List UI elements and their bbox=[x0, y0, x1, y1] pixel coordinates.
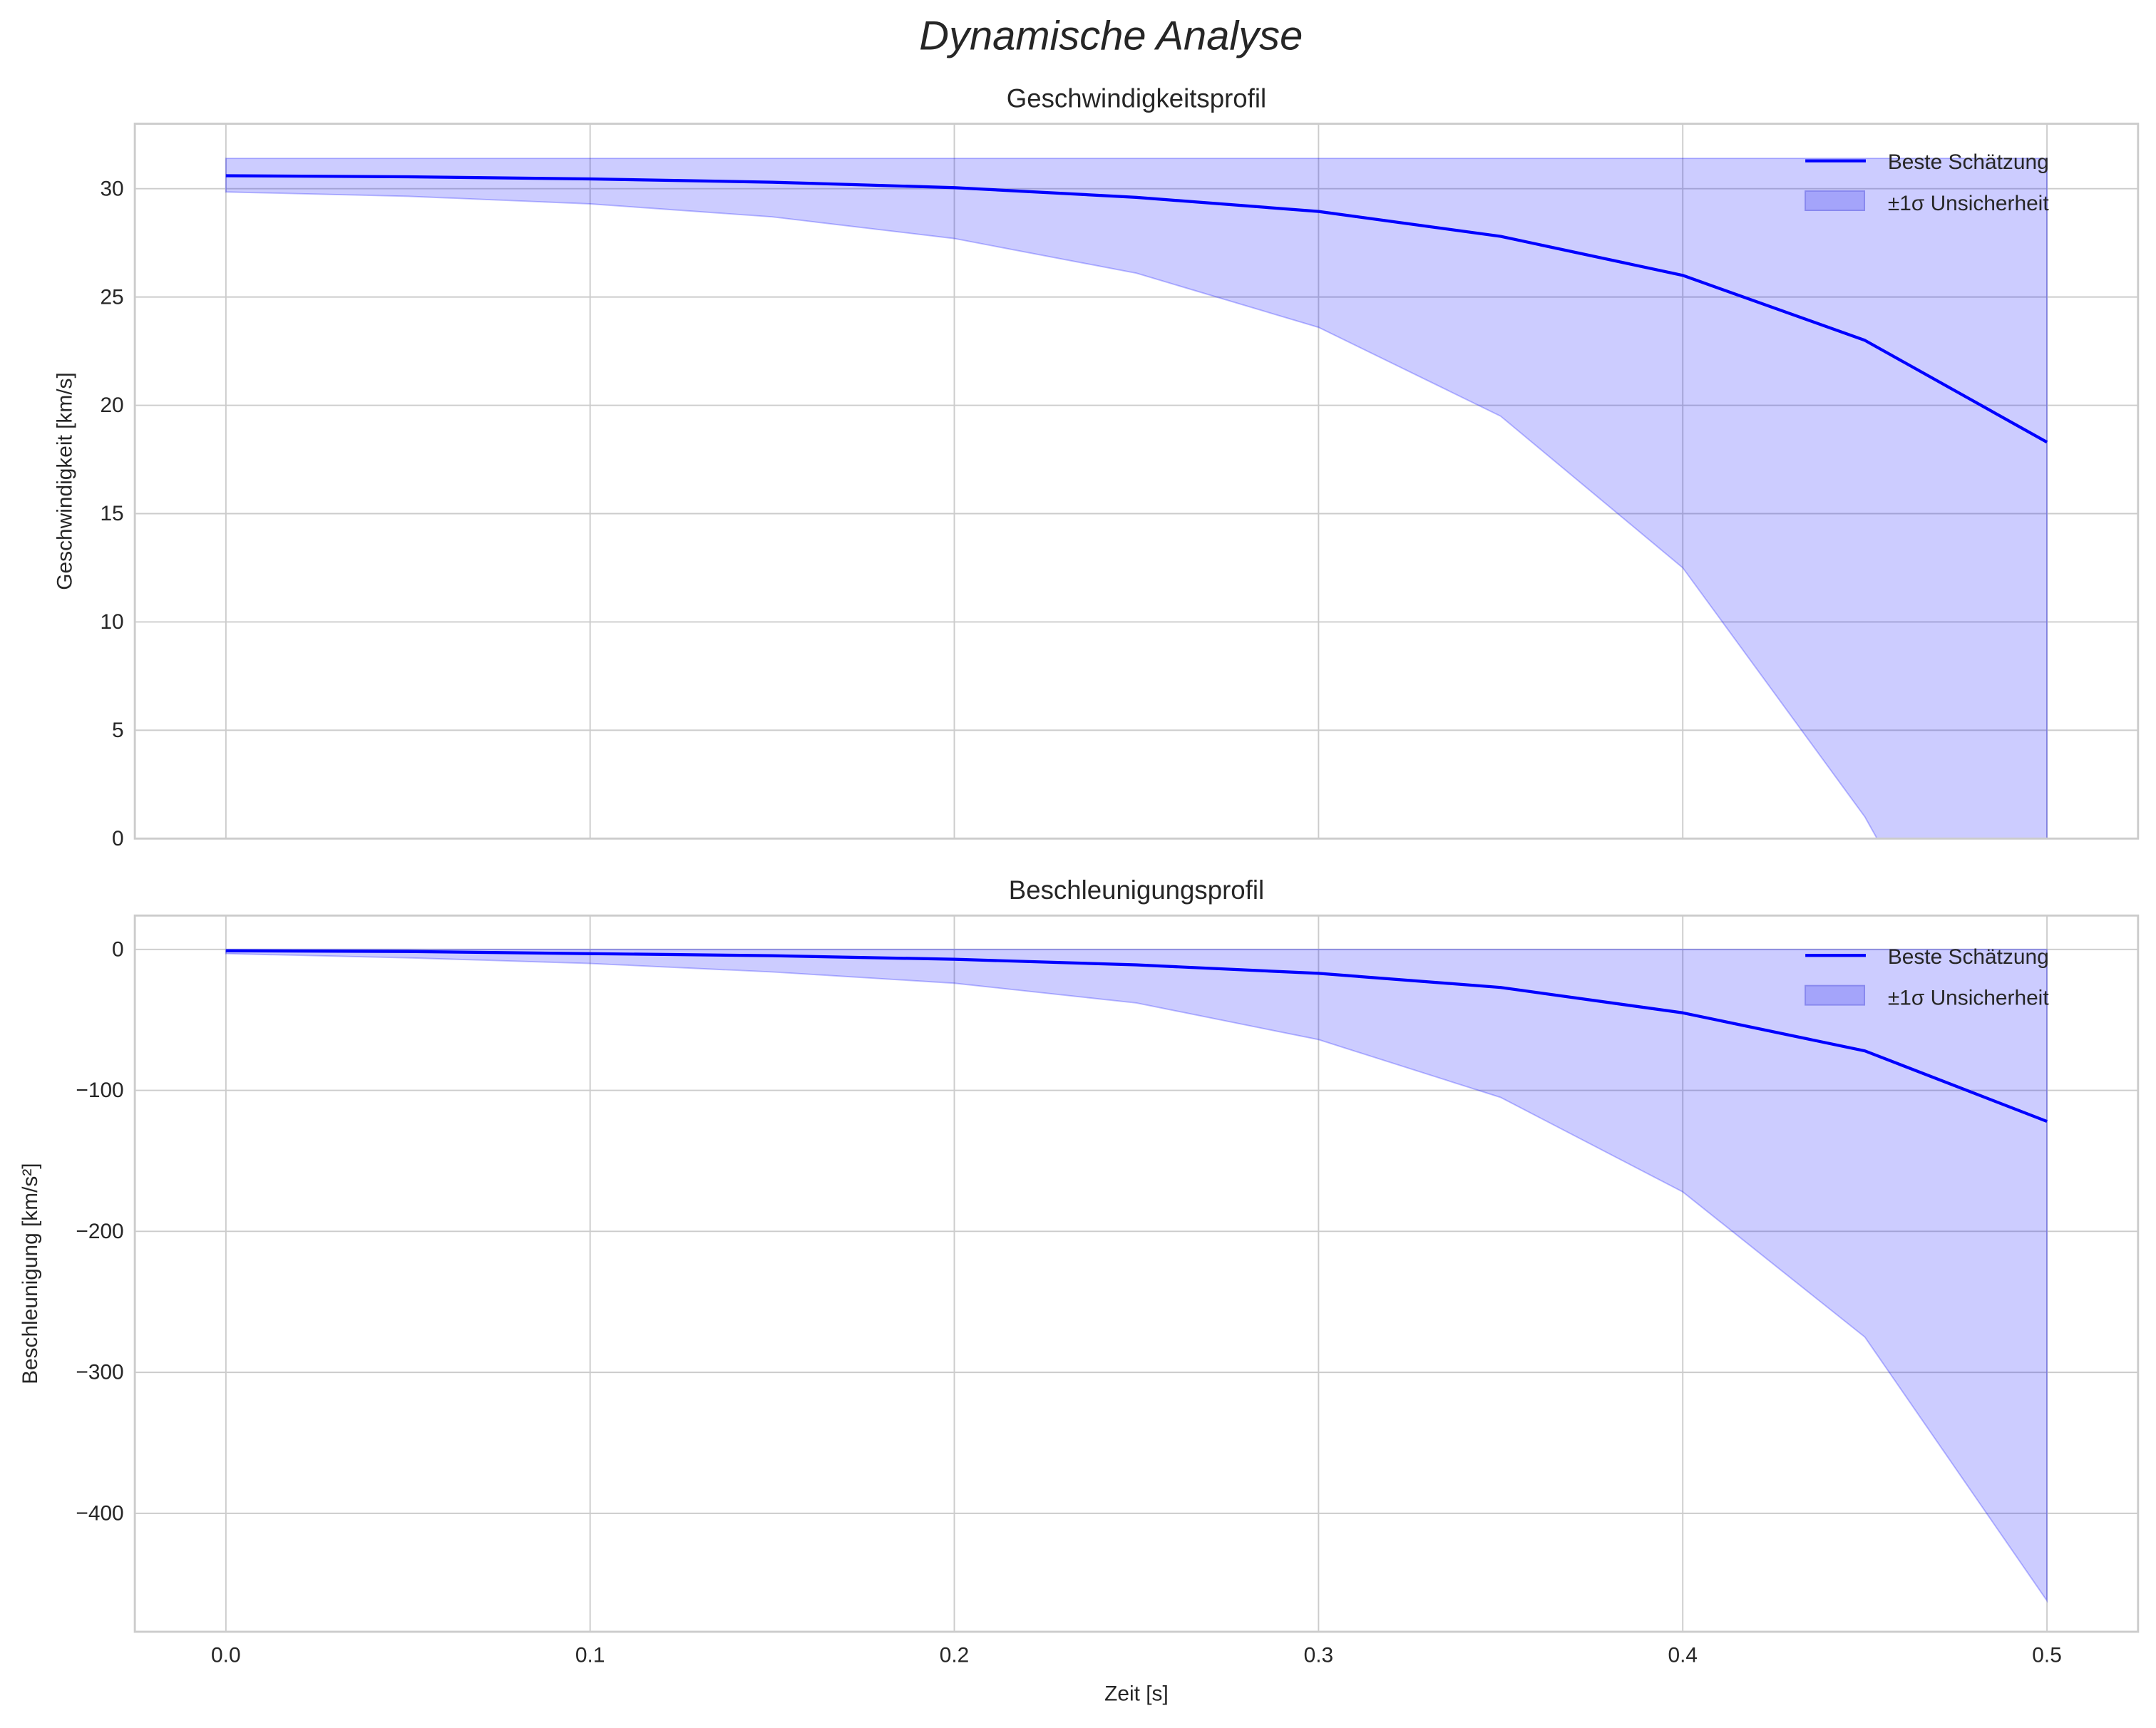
x-tick-label: 0.3 bbox=[1304, 1643, 1334, 1667]
uncertainty-band bbox=[225, 948, 2048, 1603]
best-estimate-line bbox=[225, 949, 2048, 1123]
y-tick-label: 0 bbox=[112, 827, 124, 850]
axes-title: Beschleunigungsprofil bbox=[1009, 875, 1264, 905]
axes-frame bbox=[133, 914, 2140, 1633]
legend-label-best-estimate: Beste Schätzung bbox=[1888, 945, 2049, 969]
best-estimate-line bbox=[225, 174, 2048, 444]
y-tick-label: −100 bbox=[76, 1079, 123, 1102]
y-axis-label: Beschleunigung [km/s²] bbox=[19, 1163, 42, 1384]
y-tick-label: 15 bbox=[100, 502, 123, 525]
legend-band-swatch bbox=[1805, 190, 1866, 212]
y-tick-label: 20 bbox=[100, 394, 123, 417]
x-tick-label: 0.5 bbox=[2032, 1643, 2062, 1667]
x-tick-label: 0.4 bbox=[1668, 1643, 1698, 1667]
y-tick-label: −400 bbox=[76, 1502, 123, 1526]
x-tick-label: 0.0 bbox=[211, 1643, 241, 1667]
acceleration-axes: 0.0 0.1 0.2 0.3 0.4 0.5 −400 −300 −200 −100 0 Besch… bbox=[19, 875, 2140, 1705]
y-tick-label: 10 bbox=[100, 610, 123, 634]
y-axis-label: Geschwindigkeit [km/s] bbox=[53, 372, 76, 590]
y-tick-label: 30 bbox=[100, 177, 123, 200]
x-tick-label: 0.2 bbox=[940, 1643, 970, 1667]
y-tick-label: 25 bbox=[100, 285, 123, 309]
y-tick-label: 0 bbox=[112, 937, 124, 961]
legend-band-swatch bbox=[1805, 984, 1866, 1006]
legend-label-uncertainty: ±1σ Unsicherheit bbox=[1888, 987, 2049, 1010]
axes-title: Geschwindigkeitsprofil bbox=[1007, 83, 1266, 113]
velocity-axes: 0 5 10 15 20 25 30 Geschwindigkeitsprofil Geschw… bbox=[53, 83, 2140, 850]
uncertainty-band bbox=[225, 158, 2048, 839]
legend-label-uncertainty: ±1σ Unsicherheit bbox=[1888, 192, 2049, 215]
x-axis-label: Zeit [s] bbox=[1104, 1682, 1169, 1705]
y-tick-label: 5 bbox=[112, 719, 124, 742]
figure-suptitle: Dynamische Analyse bbox=[919, 13, 1303, 58]
y-tick-label: −200 bbox=[76, 1220, 123, 1243]
axes-frame bbox=[133, 123, 2140, 840]
y-tick-label: −300 bbox=[76, 1361, 123, 1384]
x-tick-label: 0.1 bbox=[575, 1643, 605, 1667]
legend-label-best-estimate: Beste Schätzung bbox=[1888, 150, 2049, 174]
